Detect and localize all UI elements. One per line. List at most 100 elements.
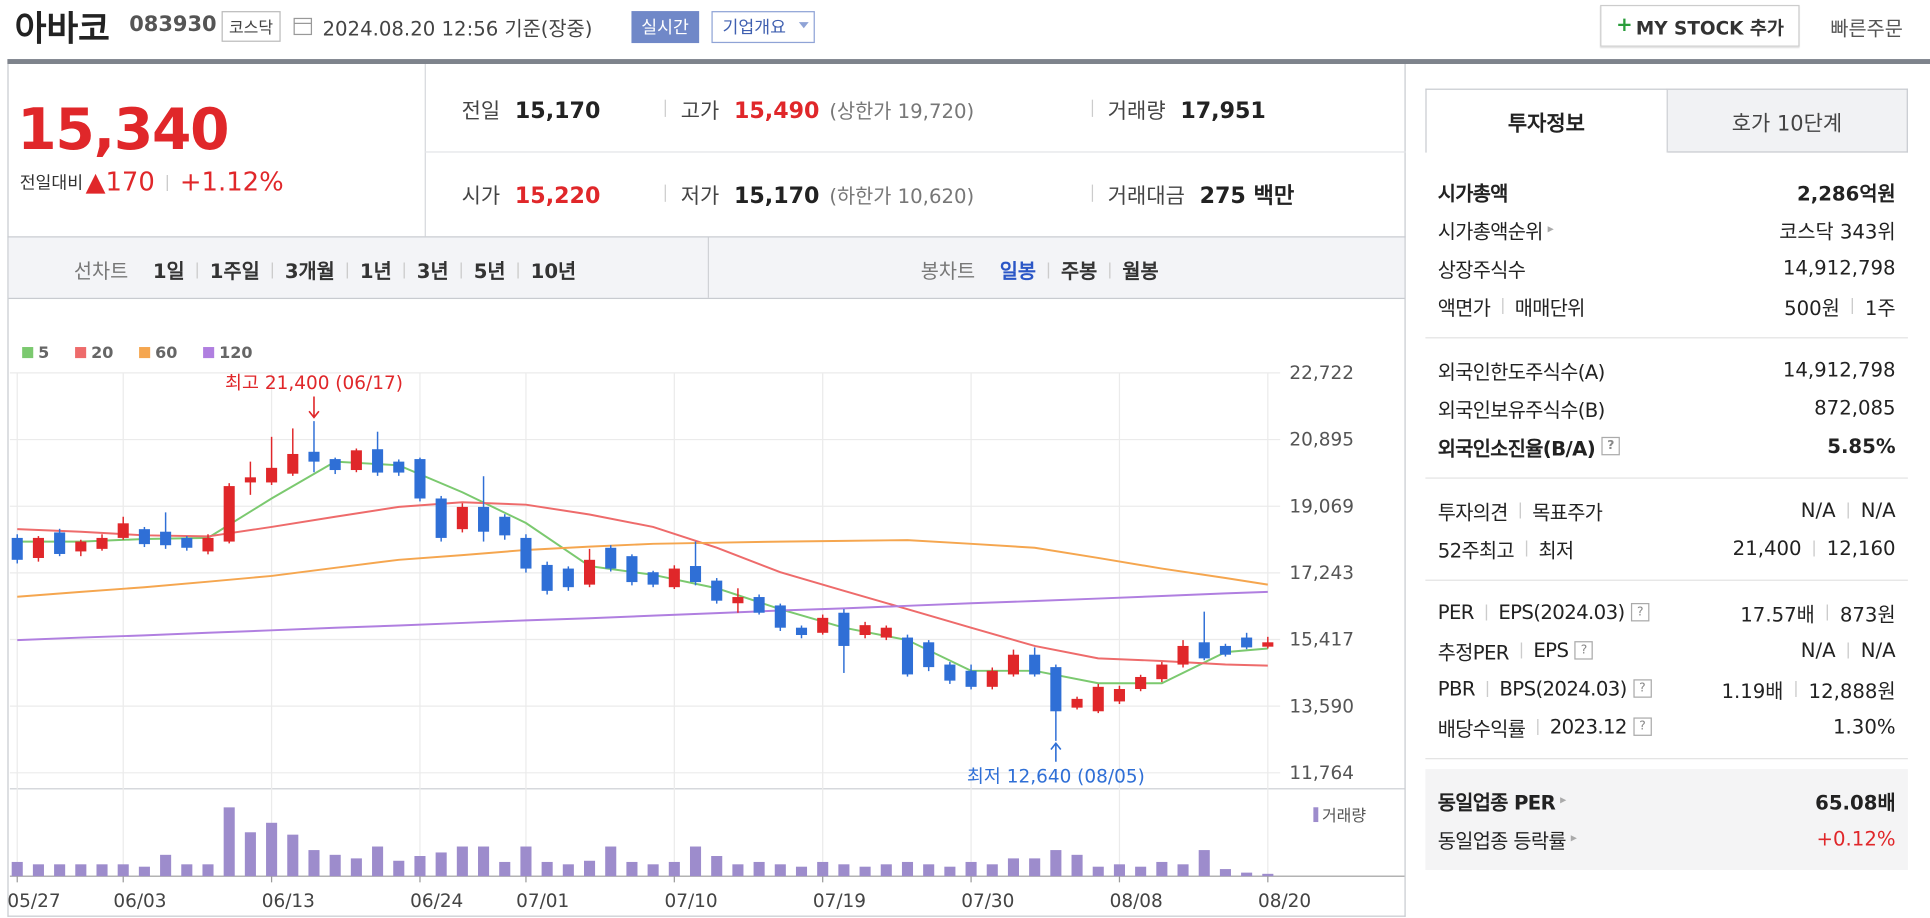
volume-bar	[1071, 854, 1083, 877]
volume-bar	[160, 854, 172, 877]
period-tab[interactable]: 1년	[359, 259, 392, 284]
candle-tab[interactable]: 주봉	[1061, 259, 1098, 284]
period-tab[interactable]: 1주일	[209, 259, 260, 284]
legend-swatch	[139, 347, 151, 359]
info-row: 배당수익률 | 2023.12? 1.30%	[1438, 708, 1896, 746]
separator: |	[515, 260, 521, 279]
candle-body	[965, 670, 977, 687]
value-text: 12,888원	[1808, 678, 1896, 703]
arrow-icon: ▸	[1547, 222, 1554, 237]
chart: 22,722 20,895 19,069 17,243 15,417 13,590 11,7…	[7, 343, 1405, 912]
value-text: 500원	[1784, 295, 1840, 320]
value-text: 14,912,798	[1782, 358, 1896, 382]
candle-body	[1050, 667, 1062, 712]
value-text: N/A	[1860, 498, 1896, 522]
quote-item: 고가 15,490 (상한가 19,720)	[680, 94, 975, 125]
quick-order[interactable]: 빠른주문	[1830, 17, 1903, 41]
info-row: 외국인소진율(B/A)? 5.85%	[1438, 427, 1896, 465]
volume-bar	[838, 864, 850, 877]
legend-swatch	[22, 347, 34, 359]
company-info-button[interactable]: 기업개요	[711, 11, 815, 44]
volume-bar	[414, 856, 426, 877]
plus-icon: +	[1616, 12, 1633, 36]
volume-bar	[1156, 861, 1168, 877]
row-label: PER | EPS(2024.03)?	[1438, 601, 1650, 624]
my-stock-button[interactable]: + MY STOCK 추가	[1600, 4, 1800, 47]
candle-body	[605, 547, 617, 569]
legend-label: 60	[155, 343, 177, 362]
period-tab[interactable]: 1일	[152, 259, 185, 284]
info-row: 액면가 | 매매단위 500원 | 1주	[1438, 287, 1896, 325]
candle-body	[689, 566, 702, 583]
candle-body	[1007, 654, 1020, 675]
value-text: N/A	[1860, 638, 1896, 663]
separator: |	[1845, 641, 1851, 660]
candle-body	[1198, 642, 1210, 659]
value-text: 65.08배	[1815, 790, 1896, 815]
label-text: 배당수익률	[1437, 716, 1526, 741]
y-tick-label: 11,764	[1289, 763, 1354, 784]
volume-bar	[1007, 858, 1020, 877]
candle-body	[1113, 689, 1125, 702]
row-label: 투자의견 | 목표주가	[1438, 495, 1603, 525]
value-text: 2,286억원	[1797, 181, 1896, 205]
volume-bar	[774, 864, 786, 877]
value-text: 872,085	[1814, 396, 1896, 420]
candle-tabs: 봉차트 일봉 | 주봉 | 월봉	[921, 255, 1159, 285]
volume-bar	[711, 856, 723, 877]
x-tick-label: 06/03	[113, 891, 166, 912]
volume-bar	[880, 864, 892, 877]
volume-bar	[1177, 864, 1189, 877]
quote-value: 15,170	[514, 98, 601, 125]
candle-body	[647, 572, 659, 585]
candle-tab[interactable]: 일봉	[999, 259, 1036, 284]
info-row: 추정PER | EPS? N/A | N/A	[1438, 631, 1896, 669]
info-group: 시가총액 2,286억원 시가총액순위 ▸ 코스닥 343위 상장주식수 14,912,79…	[1425, 153, 1908, 339]
arrow-icon: ▸	[1570, 831, 1577, 846]
value-text: 1주	[1864, 295, 1896, 320]
quote-item: 저가 15,170 (하한가 10,620)	[681, 178, 975, 209]
row-label: 외국인소진율(B/A)?	[1438, 431, 1620, 461]
candle-body	[350, 450, 362, 471]
info-group: 외국인한도주식수(A) 14,912,798 외국인보유주식수(B) 872,085 외…	[1425, 338, 1908, 479]
volume-bar	[944, 866, 956, 877]
volume-bar	[138, 866, 150, 877]
label-text: 액면가	[1437, 295, 1491, 320]
row-label: 동일업종 PER ▸	[1438, 786, 1567, 816]
value-text: N/A	[1800, 498, 1836, 522]
candle-body	[986, 670, 998, 687]
period-tab[interactable]: 10년	[530, 259, 577, 284]
tab[interactable]: 호가 10단계	[1667, 88, 1908, 153]
candle-body	[541, 564, 553, 591]
volume-bar	[795, 866, 808, 877]
candle-body	[817, 617, 829, 633]
period-tab[interactable]: 3개월	[284, 259, 335, 284]
volume-bar	[668, 861, 680, 877]
quote-item: 시가 15,220	[462, 178, 601, 209]
value-text: 12,160	[1826, 536, 1896, 560]
candle-body	[1219, 645, 1231, 655]
quote-value: 15,490	[733, 98, 820, 125]
y-tick-label: 19,069	[1289, 496, 1354, 517]
label-text: 최저	[1538, 538, 1575, 562]
row-value: 65.08배	[1815, 786, 1895, 816]
value-text: 21,400	[1732, 536, 1802, 560]
tab[interactable]: 투자정보	[1425, 88, 1668, 153]
label-text: 외국인보유주식수(B)	[1437, 398, 1606, 422]
candle-body	[1092, 686, 1104, 712]
candle-body	[838, 612, 850, 646]
quote-label: 고가	[680, 99, 720, 125]
period-tab[interactable]: 3년	[416, 259, 449, 284]
volume-bar	[456, 846, 468, 877]
candle-tab[interactable]: 월봉	[1122, 259, 1159, 284]
x-tick-label: 07/19	[813, 891, 866, 912]
row-label: 외국인한도주식수(A)	[1438, 355, 1606, 385]
stock-name: 아바코	[14, 8, 110, 50]
candle-body	[1156, 664, 1168, 680]
volume-bar	[1241, 872, 1253, 877]
volume-bar	[117, 864, 129, 877]
volume-bar	[435, 852, 447, 877]
realtime-button[interactable]: 실시간	[631, 11, 699, 44]
period-tab[interactable]: 5년	[473, 259, 506, 284]
row-label: 동일업종 등락률 ▸	[1438, 824, 1577, 854]
